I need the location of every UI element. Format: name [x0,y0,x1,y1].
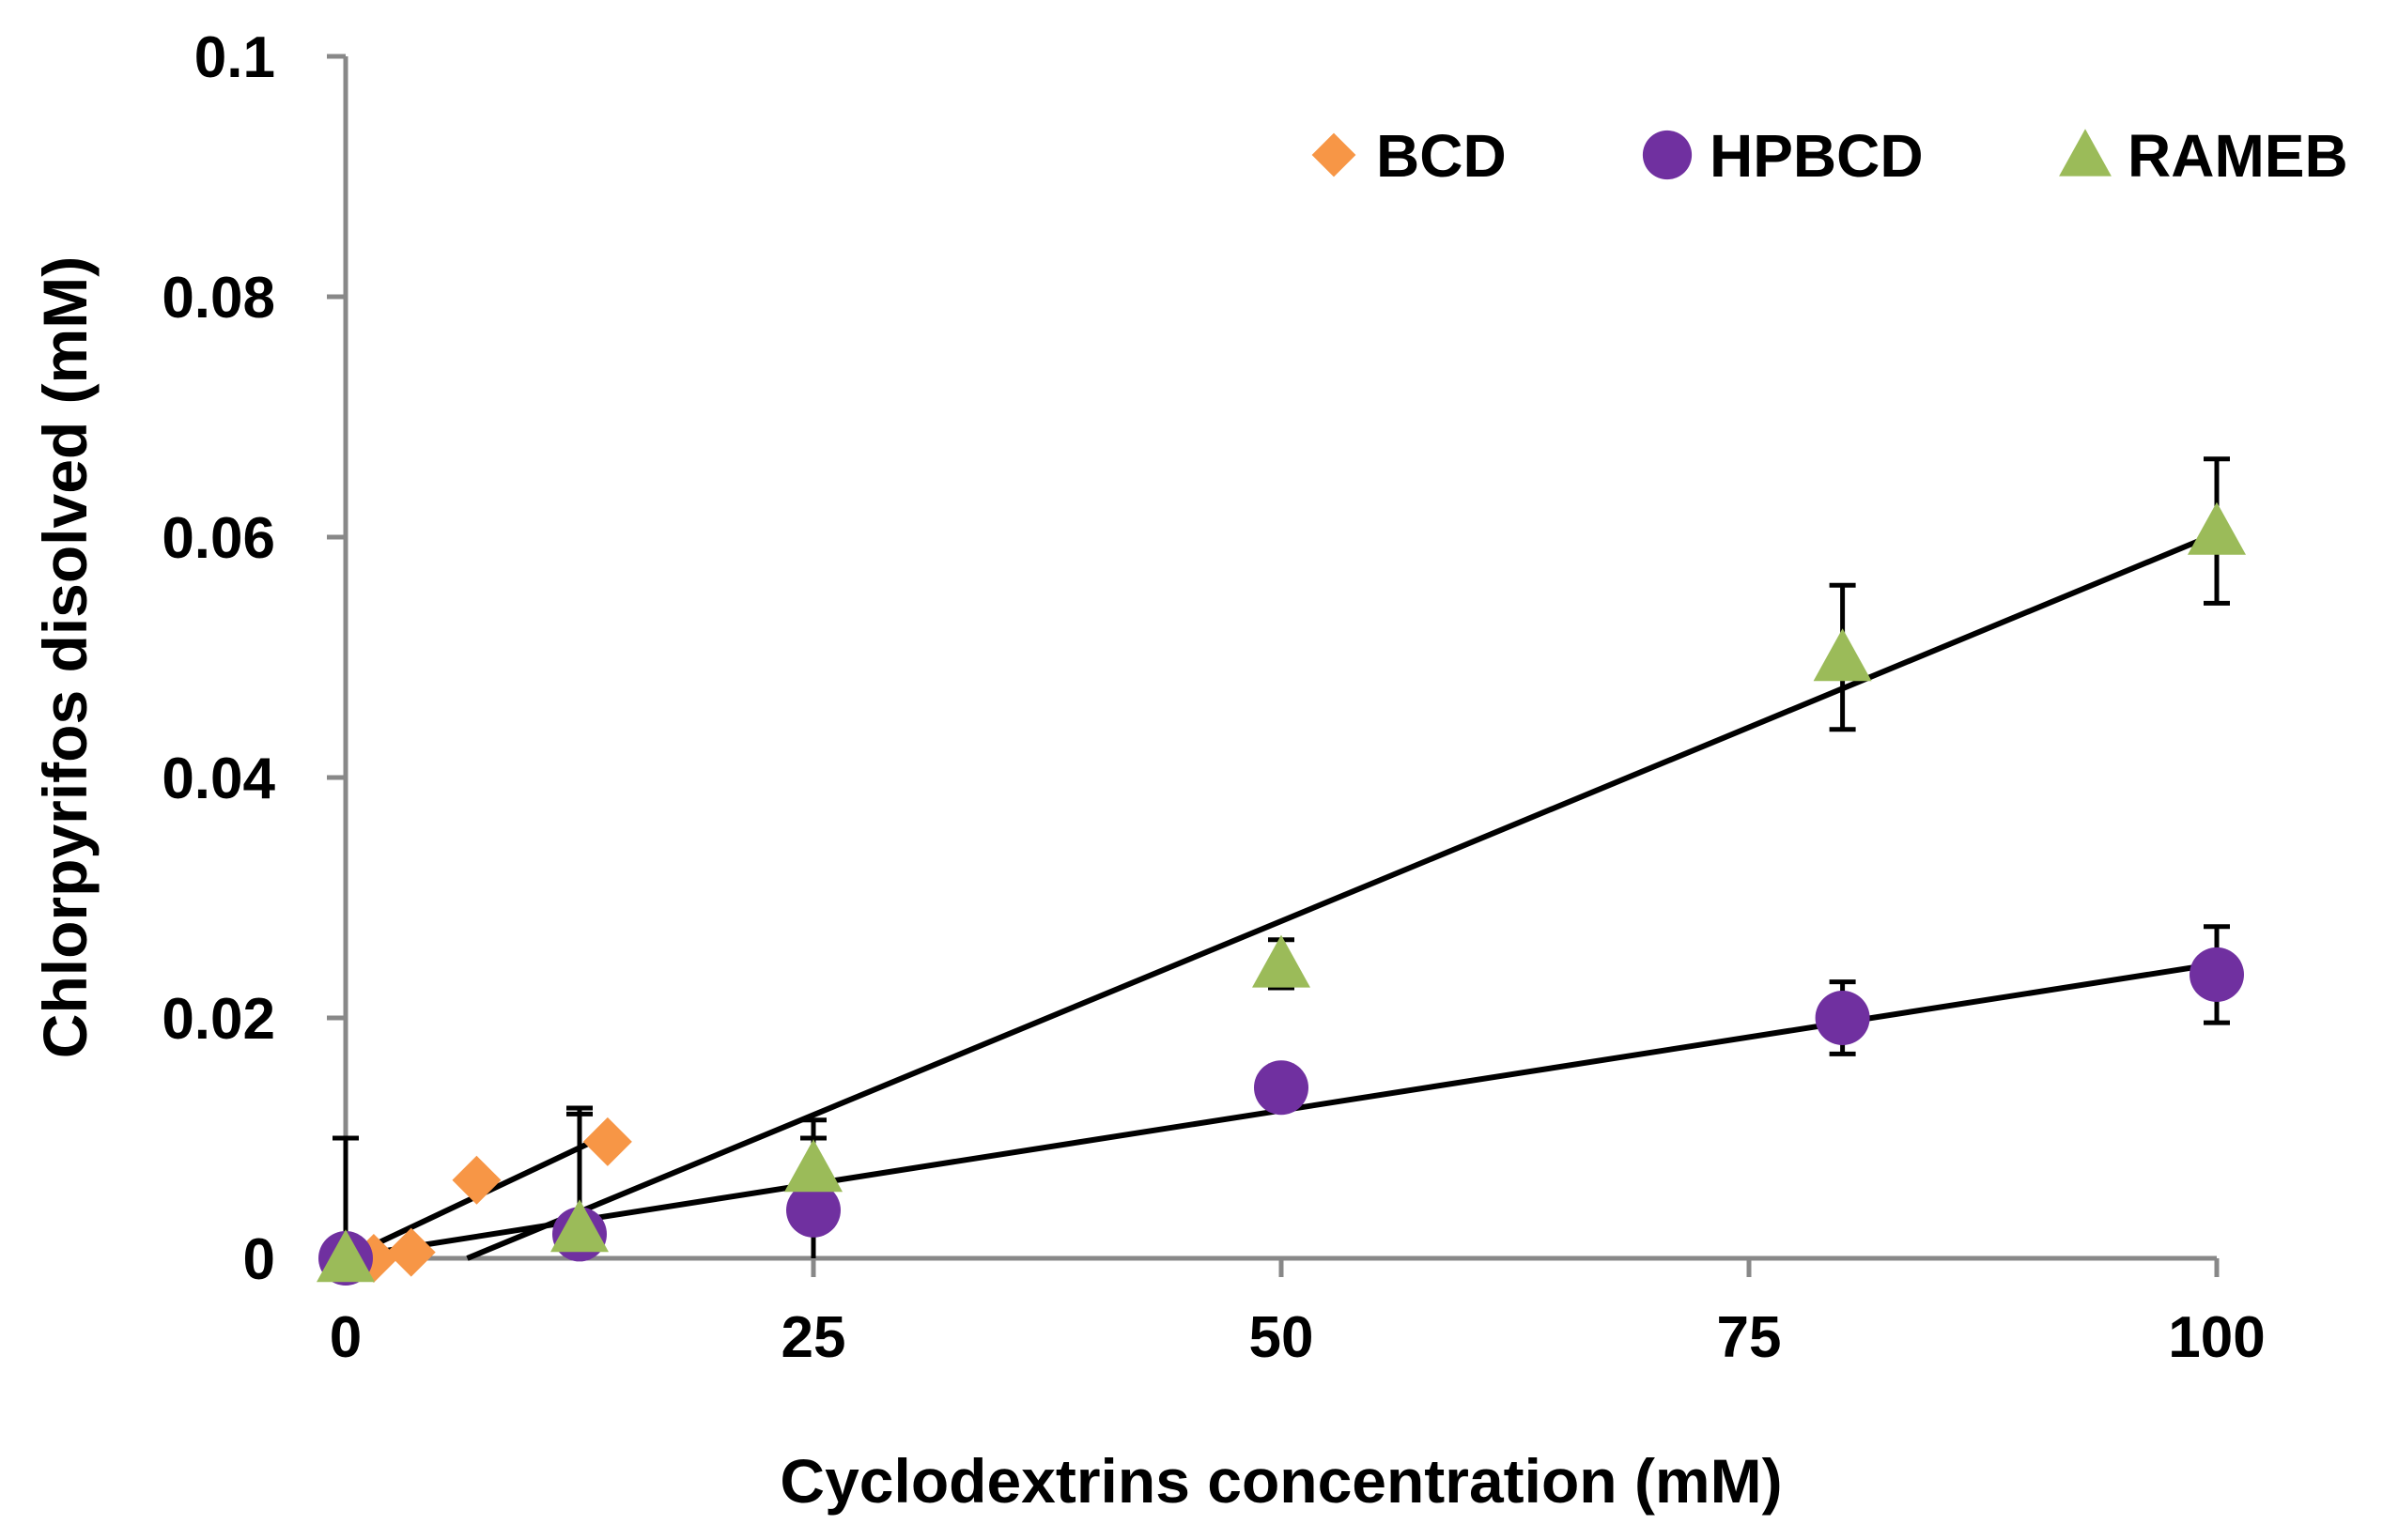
trendlines [344,531,2219,1261]
legend-marker-hpbcd [1642,130,1693,180]
x-tick-label: 50 [1249,1305,1314,1370]
rameb-point [1252,934,1310,988]
y-axis-title: Chlorpyrifos disolved (mM) [30,256,100,1058]
y-tick-label: 0.08 [162,266,275,331]
legend-marker-rameb [2059,129,2112,177]
x-tick-label: 100 [2168,1305,2265,1370]
bcd-point [582,1116,632,1166]
hpbcd-point [786,1182,841,1238]
bcd-point [386,1227,436,1277]
hpbcd-point [1815,991,1870,1045]
hpbcd-point [2190,947,2244,1002]
hpbcd-point [1254,1060,1308,1116]
legend-label-hpbcd: HPBCD [1710,122,1924,190]
plot-area: 0 25 50 75 100 0 0.02 0.04 0.06 0.08 0.1 [162,25,2265,1370]
trendline-rameb [466,531,2219,1261]
rameb-point [1813,628,1872,682]
x-axis-ticks: 0 25 50 75 100 [330,1258,2266,1370]
rameb-point [550,1199,609,1253]
rameb-point [2188,501,2246,555]
y-tick-label: 0.1 [194,25,275,90]
x-axis-title: Cyclodextrins concentration (mM) [780,1446,1782,1516]
legend: BCD HPBCD RAMEB [1311,122,2348,190]
legend-marker-bcd [1311,132,1356,177]
x-tick-label: 75 [1717,1305,1782,1370]
rameb-point [784,1139,843,1193]
legend-label-bcd: BCD [1376,122,1507,190]
y-tick-label: 0.06 [162,506,275,571]
data-markers [317,501,2246,1286]
x-tick-label: 25 [781,1305,846,1370]
bcd-point [452,1155,502,1205]
y-axis-ticks: 0 0.02 0.04 0.06 0.08 0.1 [162,25,346,1292]
y-tick-label: 0 [243,1227,275,1292]
rameb-point [317,1229,375,1283]
y-tick-label: 0.04 [162,747,275,811]
legend-label-rameb: RAMEB [2128,122,2348,190]
x-tick-label: 0 [330,1305,362,1370]
y-tick-label: 0.02 [162,987,275,1052]
